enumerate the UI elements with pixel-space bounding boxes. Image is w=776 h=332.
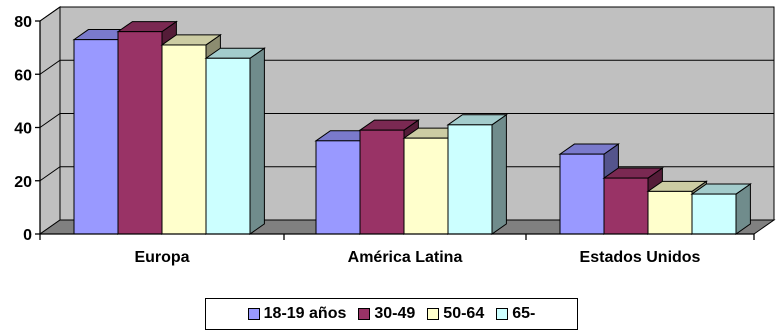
legend-label: 18-19 años [263,305,347,322]
bar-front [447,124,493,235]
bar-front [359,129,405,235]
bar [446,113,508,235]
chart-plot: 0 20 40 60 80 Europa América Latina Estados Un… [14,6,776,266]
y-tick-label: 60 [14,67,32,84]
bar-front [691,193,737,235]
legend-swatch [427,308,440,320]
legend-label: 50-64 [443,305,485,322]
gridline [39,59,774,75]
legend-item: 30-49 [358,305,415,323]
legend-item: 50-64 [427,305,484,323]
bar-front [603,177,649,235]
gridline [39,113,774,128]
gridline [39,166,774,182]
bar-front [117,31,163,235]
legend-swatch [496,308,509,320]
y-tick-label: 20 [14,174,32,191]
bar-side [249,47,265,235]
bar [204,47,266,235]
gridline [39,6,774,22]
bar-front [403,137,449,235]
bar [690,183,752,235]
y-tick-label: 40 [14,121,32,138]
bar-front [647,190,693,235]
legend-item: 65- [496,305,535,323]
x-category-label: Europa [134,249,189,266]
x-category-label: América Latina [348,249,463,266]
bar-side [491,113,507,235]
legend-label: 30-49 [374,305,416,322]
x-category-label: Estados Unidos [580,249,701,266]
bar-front [161,44,207,235]
legend-item: 18-19 años [247,305,347,323]
legend-swatch [247,308,260,320]
bar-front [315,140,361,235]
bar-front [559,153,605,235]
legend-label: 65- [512,305,536,322]
chart-legend: 18-19 años 30-49 50-64 65- [205,298,578,330]
y-tick-label: 0 [23,227,32,244]
legend-swatch [358,308,371,320]
bar-front [205,57,251,235]
y-tick-label: 80 [14,14,32,31]
bar [558,143,620,235]
bar-front [73,39,119,235]
